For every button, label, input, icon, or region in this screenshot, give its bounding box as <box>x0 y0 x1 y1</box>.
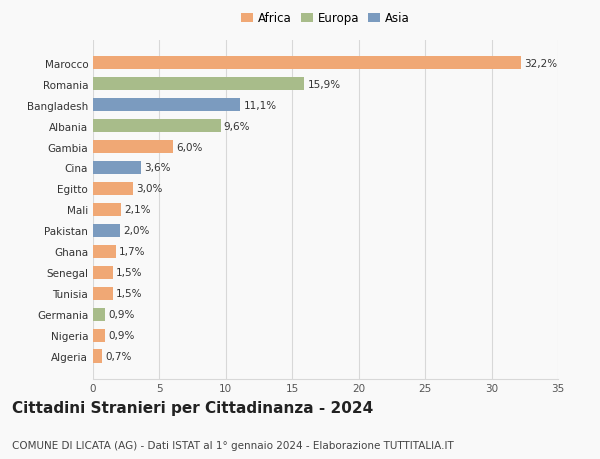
Text: 1,5%: 1,5% <box>116 289 143 299</box>
Text: 2,1%: 2,1% <box>124 205 151 215</box>
Text: 3,6%: 3,6% <box>144 163 170 173</box>
Text: 0,7%: 0,7% <box>106 352 132 362</box>
Bar <box>93 182 133 196</box>
Bar <box>93 308 105 321</box>
Bar <box>93 350 102 364</box>
Bar <box>93 329 105 342</box>
Legend: Africa, Europa, Asia: Africa, Europa, Asia <box>239 10 412 28</box>
Bar <box>93 287 113 301</box>
Bar <box>93 56 521 70</box>
Text: 1,5%: 1,5% <box>116 268 143 278</box>
Text: 3,0%: 3,0% <box>136 184 163 194</box>
Bar <box>93 78 304 91</box>
Bar <box>93 203 121 217</box>
Bar <box>93 245 116 259</box>
Text: 15,9%: 15,9% <box>308 79 341 90</box>
Text: 32,2%: 32,2% <box>524 58 557 68</box>
Text: 1,7%: 1,7% <box>119 247 145 257</box>
Bar <box>93 266 113 280</box>
Text: 6,0%: 6,0% <box>176 142 202 152</box>
Bar <box>93 119 221 133</box>
Bar <box>93 224 119 238</box>
Text: 0,9%: 0,9% <box>108 330 134 341</box>
Text: 2,0%: 2,0% <box>123 226 149 236</box>
Text: COMUNE DI LICATA (AG) - Dati ISTAT al 1° gennaio 2024 - Elaborazione TUTTITALIA.: COMUNE DI LICATA (AG) - Dati ISTAT al 1°… <box>12 440 454 450</box>
Bar <box>93 140 173 154</box>
Bar <box>93 161 141 175</box>
Text: Cittadini Stranieri per Cittadinanza - 2024: Cittadini Stranieri per Cittadinanza - 2… <box>12 400 373 415</box>
Text: 11,1%: 11,1% <box>244 101 277 110</box>
Bar <box>93 99 241 112</box>
Text: 0,9%: 0,9% <box>108 310 134 319</box>
Text: 9,6%: 9,6% <box>224 121 250 131</box>
